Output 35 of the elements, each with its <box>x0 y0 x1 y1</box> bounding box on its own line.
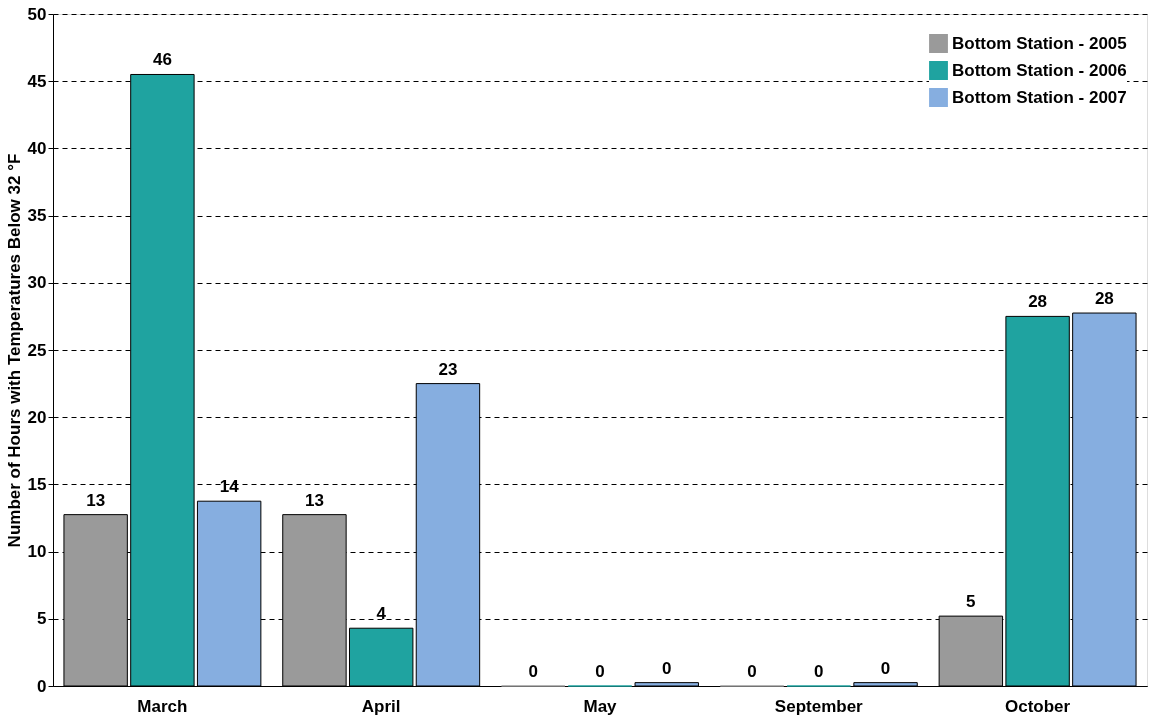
x-tick-label: April <box>361 696 401 716</box>
data-label: 23 <box>438 359 458 379</box>
legend-label: Bottom Station - 2007 <box>952 87 1127 107</box>
x-tick-label: March <box>137 696 188 716</box>
y-tick-label: 0 <box>37 676 47 696</box>
data-label: 0 <box>528 662 538 681</box>
y-tick-label: 50 <box>27 4 47 24</box>
data-label: 28 <box>1094 289 1114 309</box>
data-label: 14 <box>219 477 240 497</box>
y-tick-label: 5 <box>37 609 47 629</box>
y-tick-label: 25 <box>27 340 47 360</box>
legend-label: Bottom Station - 2006 <box>952 60 1127 80</box>
legend-label: Bottom Station - 2005 <box>952 33 1127 53</box>
data-label: 0 <box>814 662 824 681</box>
y-tick-label: 40 <box>27 138 47 158</box>
data-label: 28 <box>1028 292 1048 312</box>
data-label: 0 <box>662 658 672 678</box>
data-label: 13 <box>86 490 106 510</box>
data-label: 46 <box>152 50 172 70</box>
y-tick-label: 15 <box>27 474 47 494</box>
data-label: 4 <box>376 604 387 624</box>
y-axis-title: Number of Hours with Temperatures Below 32 °F <box>4 153 24 548</box>
y-tick-label: 20 <box>27 407 47 427</box>
data-label: 0 <box>595 662 605 681</box>
y-tick-label: 10 <box>27 542 47 562</box>
data-label: 5 <box>966 592 976 612</box>
data-label: 0 <box>747 662 757 681</box>
y-tick-label: 45 <box>27 71 47 91</box>
x-tick-label: September <box>774 696 864 716</box>
y-tick-label: 35 <box>27 206 47 226</box>
data-label: 0 <box>880 658 891 678</box>
y-tick-label: 30 <box>27 273 47 293</box>
data-label: 13 <box>304 490 324 510</box>
x-tick-label: October <box>1005 696 1071 716</box>
x-tick-label: May <box>583 696 618 716</box>
